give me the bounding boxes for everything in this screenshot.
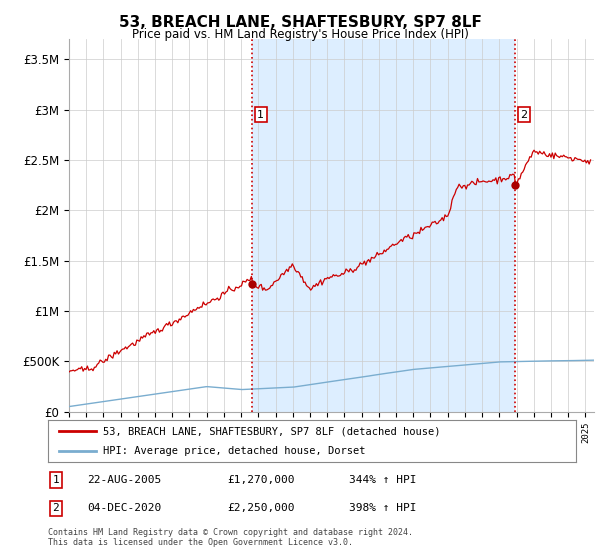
Text: 1: 1 bbox=[257, 110, 265, 120]
Text: 398% ↑ HPI: 398% ↑ HPI bbox=[349, 503, 416, 514]
Text: 53, BREACH LANE, SHAFTESBURY, SP7 8LF (detached house): 53, BREACH LANE, SHAFTESBURY, SP7 8LF (d… bbox=[103, 426, 441, 436]
Text: 2: 2 bbox=[53, 503, 59, 514]
Text: £2,250,000: £2,250,000 bbox=[227, 503, 295, 514]
Text: 2: 2 bbox=[520, 110, 527, 120]
Text: 22-AUG-2005: 22-AUG-2005 bbox=[88, 475, 162, 485]
Text: 344% ↑ HPI: 344% ↑ HPI bbox=[349, 475, 416, 485]
Bar bbox=[252, 39, 515, 412]
Text: £1,270,000: £1,270,000 bbox=[227, 475, 295, 485]
Text: 53, BREACH LANE, SHAFTESBURY, SP7 8LF: 53, BREACH LANE, SHAFTESBURY, SP7 8LF bbox=[119, 15, 481, 30]
Text: Contains HM Land Registry data © Crown copyright and database right 2024.
This d: Contains HM Land Registry data © Crown c… bbox=[48, 528, 413, 547]
Text: HPI: Average price, detached house, Dorset: HPI: Average price, detached house, Dors… bbox=[103, 446, 366, 456]
Text: Price paid vs. HM Land Registry's House Price Index (HPI): Price paid vs. HM Land Registry's House … bbox=[131, 28, 469, 41]
Text: 1: 1 bbox=[53, 475, 59, 485]
Text: 04-DEC-2020: 04-DEC-2020 bbox=[88, 503, 162, 514]
